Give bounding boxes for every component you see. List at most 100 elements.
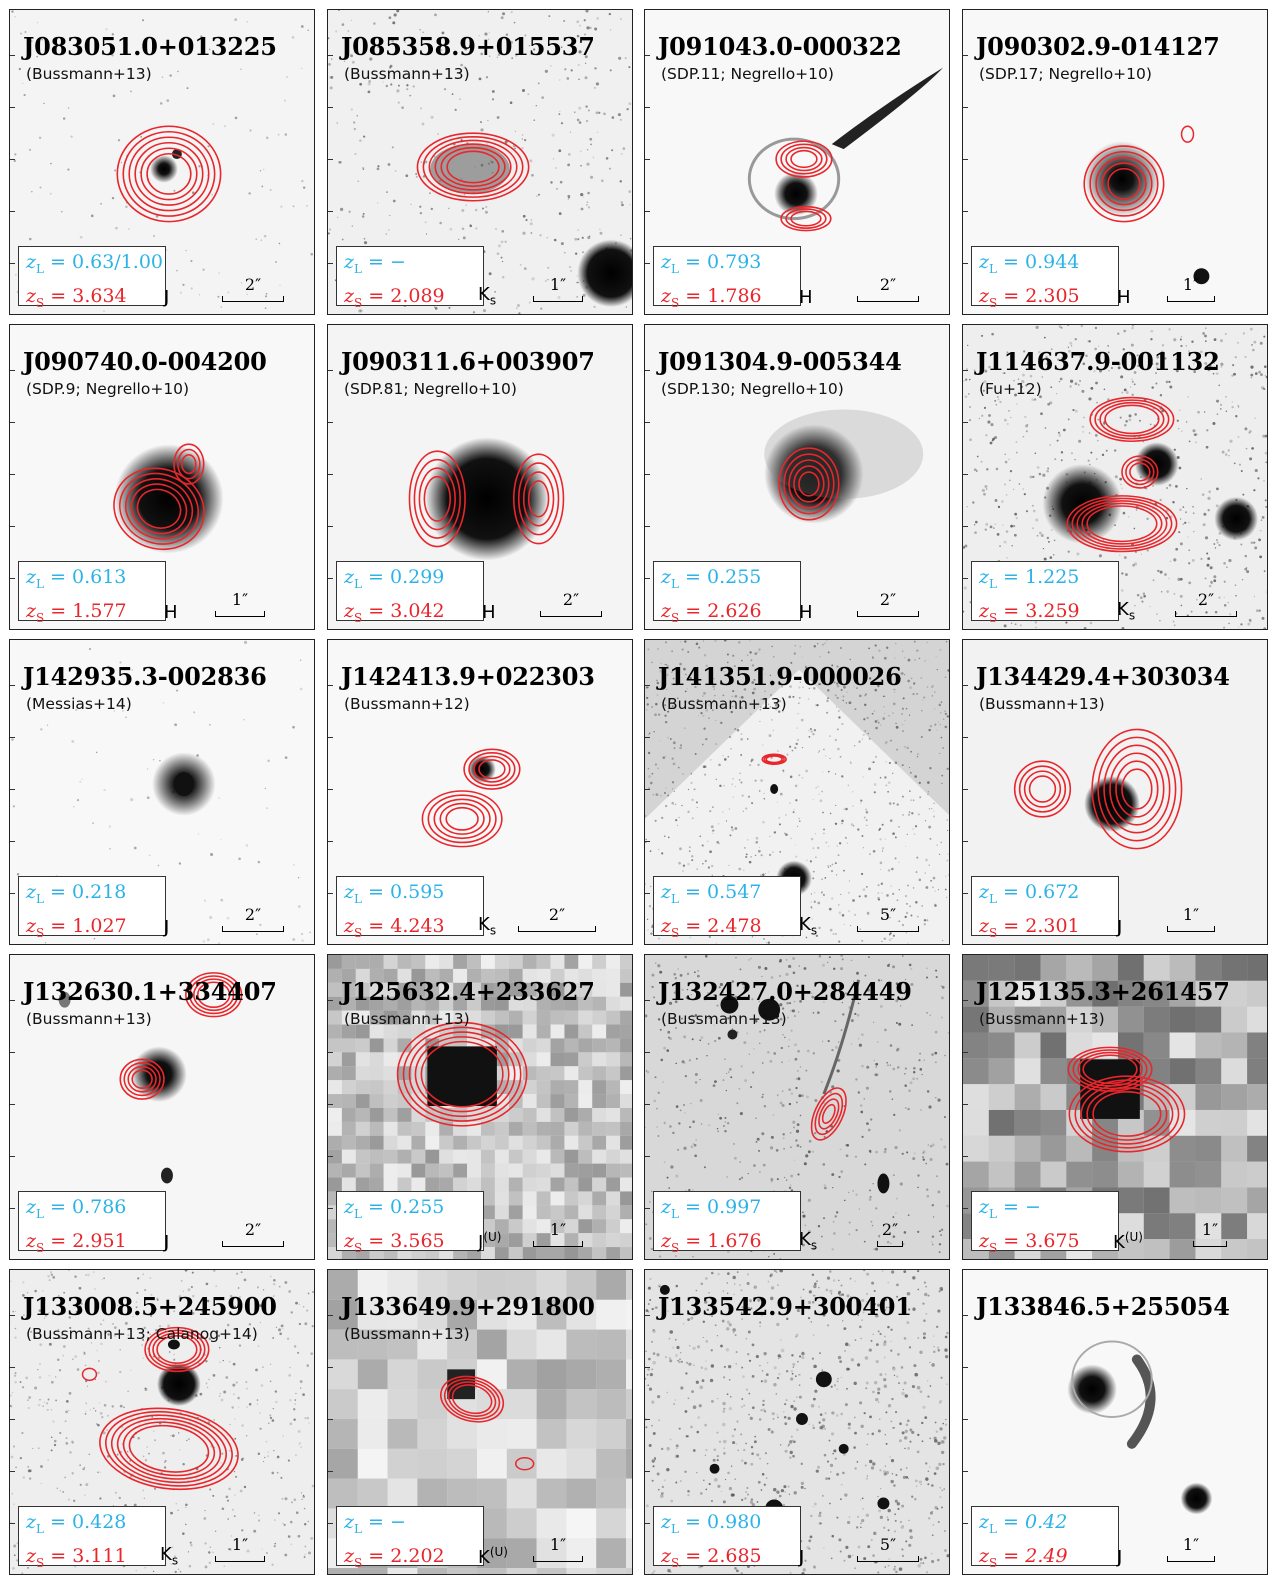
filter-band-label: K(U) [1113, 1230, 1143, 1253]
cutout-image [747, 67, 944, 232]
filter-band-label: J [1117, 917, 1123, 938]
scale-bar-line [215, 1556, 265, 1562]
axis-tick [328, 422, 333, 423]
source-redshift: zS = 2.951 [26, 1229, 127, 1255]
axis-tick [645, 1471, 650, 1472]
axis-tick [10, 789, 15, 790]
axis-tick [10, 1523, 15, 1524]
filter-band-label: H [1117, 287, 1131, 308]
scale-bar-label: 1″ [231, 590, 249, 609]
scale-bar: 1″ [1167, 276, 1215, 304]
panel-title: J091043.0-000322 [658, 32, 902, 61]
scale-bar: 1″ [533, 1221, 583, 1249]
scale-bar-line [215, 611, 265, 617]
filter-band-label: H [799, 287, 813, 308]
lens-panel-j125632.4+233627: J125632.4+233627 (Bussmann+13) zL = 0.255 z… [327, 954, 633, 1260]
axis-tick [963, 737, 968, 738]
scale-bar-line [533, 1556, 583, 1562]
source-redshift: zS = 2.478 [661, 914, 762, 940]
lens-redshift: zL = 0.547 [661, 881, 762, 906]
axis-tick [10, 1315, 15, 1316]
panel-title: J141351.9-000026 [658, 662, 902, 691]
lens-panel-j133649.9+291800: J133649.9+291800 (Bussmann+13) zL = − zS = … [327, 1269, 633, 1575]
redshift-box: zL = 1.225 zS = 3.259 [971, 561, 1119, 625]
lens-redshift: zL = − [344, 251, 406, 276]
axis-tick [963, 1367, 968, 1368]
lens-panel-j133008.5+245900: J133008.5+245900 (Bussmann+13; Calanog+14… [9, 1269, 315, 1575]
axis-tick [10, 1156, 15, 1157]
axis-tick [10, 526, 15, 527]
filter-band-label: H [799, 602, 813, 623]
lens-panel-j090311.6+003907: J090311.6+003907 (SDP.81; Negrello+10) zL … [327, 324, 633, 630]
cutout-image [328, 10, 632, 314]
scale-bar-label: 1″ [231, 1535, 249, 1554]
cutout-image [1067, 1340, 1213, 1515]
scale-bar-label: 1″ [1182, 905, 1200, 924]
scale-bar: 2″ [540, 591, 602, 619]
axis-tick [645, 685, 650, 686]
source-redshift: zS = 2.089 [344, 284, 445, 310]
axis-tick [963, 893, 968, 894]
cutout-image [11, 640, 311, 944]
axis-tick [645, 789, 650, 790]
axis-tick [963, 841, 968, 842]
axis-tick [10, 474, 15, 475]
scale-bar-line [1167, 926, 1215, 932]
redshift-box: zL = 0.944 zS = 2.305 [971, 246, 1119, 310]
scale-bar-line [877, 1241, 903, 1247]
axis-tick [963, 789, 968, 790]
axis-tick [10, 1208, 15, 1209]
filter-band-label: J [164, 287, 170, 308]
axis-tick [963, 159, 968, 160]
axis-tick [645, 422, 650, 423]
filter-band-label: Ks [799, 914, 818, 938]
axis-tick [645, 474, 650, 475]
redshift-box: zL = − zS = 2.089 [336, 246, 484, 310]
axis-tick [963, 1523, 968, 1524]
scale-bar-label: 2″ [548, 905, 566, 924]
source-redshift: zS = 3.259 [979, 599, 1080, 625]
redshift-box: zL = 0.255 zS = 2.626 [653, 561, 801, 625]
panel-reference: (Bussmann+13) [979, 695, 1105, 713]
axis-tick [963, 1315, 968, 1316]
panel-title: J125632.4+233627 [341, 977, 595, 1006]
source-redshift: zS = 2.301 [979, 914, 1080, 940]
scale-bar: 5″ [857, 1536, 919, 1564]
panel-title: J134429.4+303034 [976, 662, 1230, 691]
scale-bar-line [1175, 611, 1237, 617]
axis-tick [645, 55, 650, 56]
source-redshift: zS = 2.202 [344, 1544, 445, 1570]
scale-bar: 2″ [1175, 591, 1237, 619]
source-redshift: zS = 4.243 [344, 914, 445, 940]
lens-panel-j141351.9-000026: J141351.9-000026 (Bussmann+13) zL = 0.547 z… [644, 639, 950, 945]
axis-tick [328, 1208, 333, 1209]
redshift-box: zL = 0.980 zS = 2.685 [653, 1506, 801, 1570]
scale-bar-line [1167, 1556, 1215, 1562]
lens-redshift: zL = − [979, 1196, 1041, 1221]
panel-title: J090311.6+003907 [341, 347, 595, 376]
scale-bar-label: 5″ [879, 1535, 897, 1554]
source-redshift: zS = 1.786 [661, 284, 762, 310]
lens-redshift: zL = 1.225 [979, 566, 1080, 591]
axis-tick [645, 893, 650, 894]
cutout-image [1083, 125, 1210, 285]
filter-band-label: Ks [478, 284, 497, 308]
scale-bar-line [857, 611, 919, 617]
lens-redshift: zL = 0.595 [344, 881, 445, 906]
scale-bar: 1″ [533, 1536, 583, 1564]
lens-redshift: zL = 0.786 [26, 1196, 127, 1221]
source-redshift: zS = 2.685 [661, 1544, 762, 1570]
axis-tick [328, 526, 333, 527]
axis-tick [328, 789, 333, 790]
cutout-image [408, 437, 565, 561]
axis-tick [645, 1156, 650, 1157]
axis-tick [328, 263, 333, 264]
filter-band-label: Ks [1117, 599, 1136, 623]
scale-bar: 2″ [222, 276, 284, 304]
panel-reference: (Fu+12) [979, 380, 1042, 398]
cutout-image [328, 955, 632, 1259]
panel-reference: (SDP.9; Negrello+10) [26, 380, 190, 398]
axis-tick [963, 1471, 968, 1472]
filter-band-label: H [482, 602, 496, 623]
